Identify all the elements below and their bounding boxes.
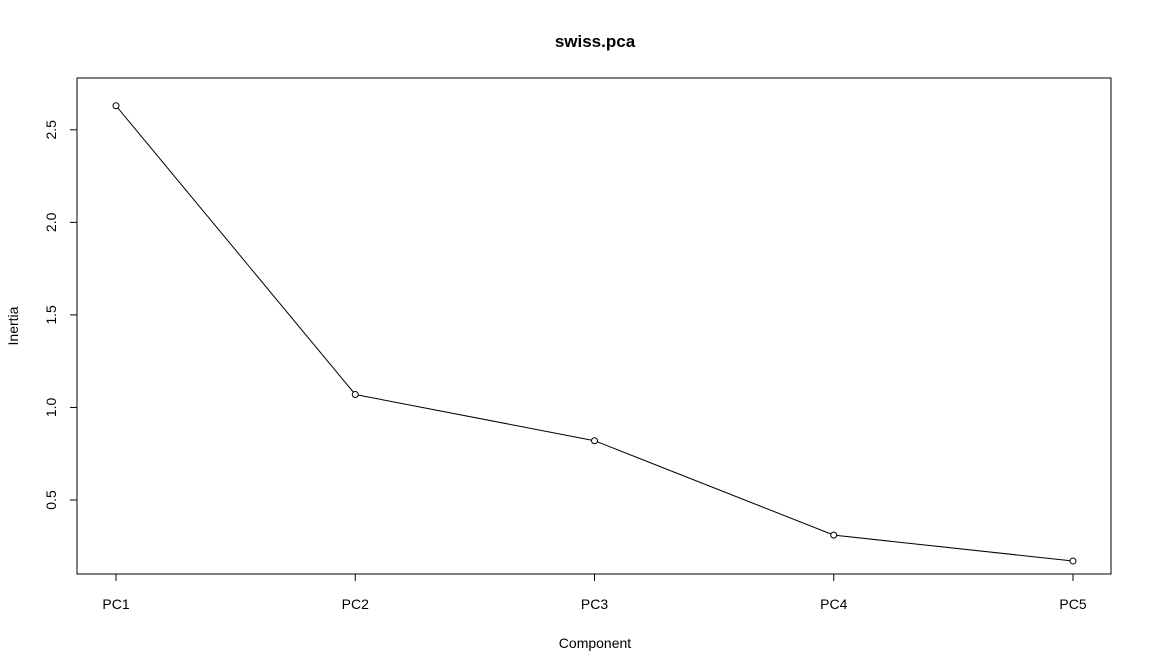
x-tick-label: PC3	[581, 596, 608, 612]
plot-frame	[76, 77, 1112, 575]
y-tick-label: 2.0	[43, 212, 59, 232]
data-point-pc2	[351, 390, 359, 398]
x-tick-label: PC2	[342, 596, 369, 612]
y-axis-label: Inertia	[5, 306, 21, 345]
y-tick-label: 0.5	[43, 490, 59, 510]
y-tick-label: 2.5	[43, 120, 59, 140]
data-point-pc1	[112, 102, 120, 110]
y-tick-label: 1.5	[43, 305, 59, 325]
x-axis: PC1 PC2 PC3 PC4 PC5	[102, 574, 1087, 612]
data-points	[112, 102, 1077, 565]
data-point-pc4	[830, 531, 838, 539]
x-axis-label: Component	[559, 635, 631, 651]
y-axis: 0.5 1.0 1.5 2.0 2.5	[43, 120, 77, 510]
data-point-pc5	[1069, 557, 1077, 565]
series-line	[115, 105, 1074, 562]
chart-title: swiss.pca	[555, 32, 636, 51]
data-point-pc3	[591, 437, 598, 445]
y-tick-label: 1.0	[43, 397, 59, 417]
x-tick-label: PC1	[102, 596, 129, 612]
x-tick-label: PC4	[820, 596, 847, 612]
x-tick-label: PC5	[1059, 596, 1086, 612]
